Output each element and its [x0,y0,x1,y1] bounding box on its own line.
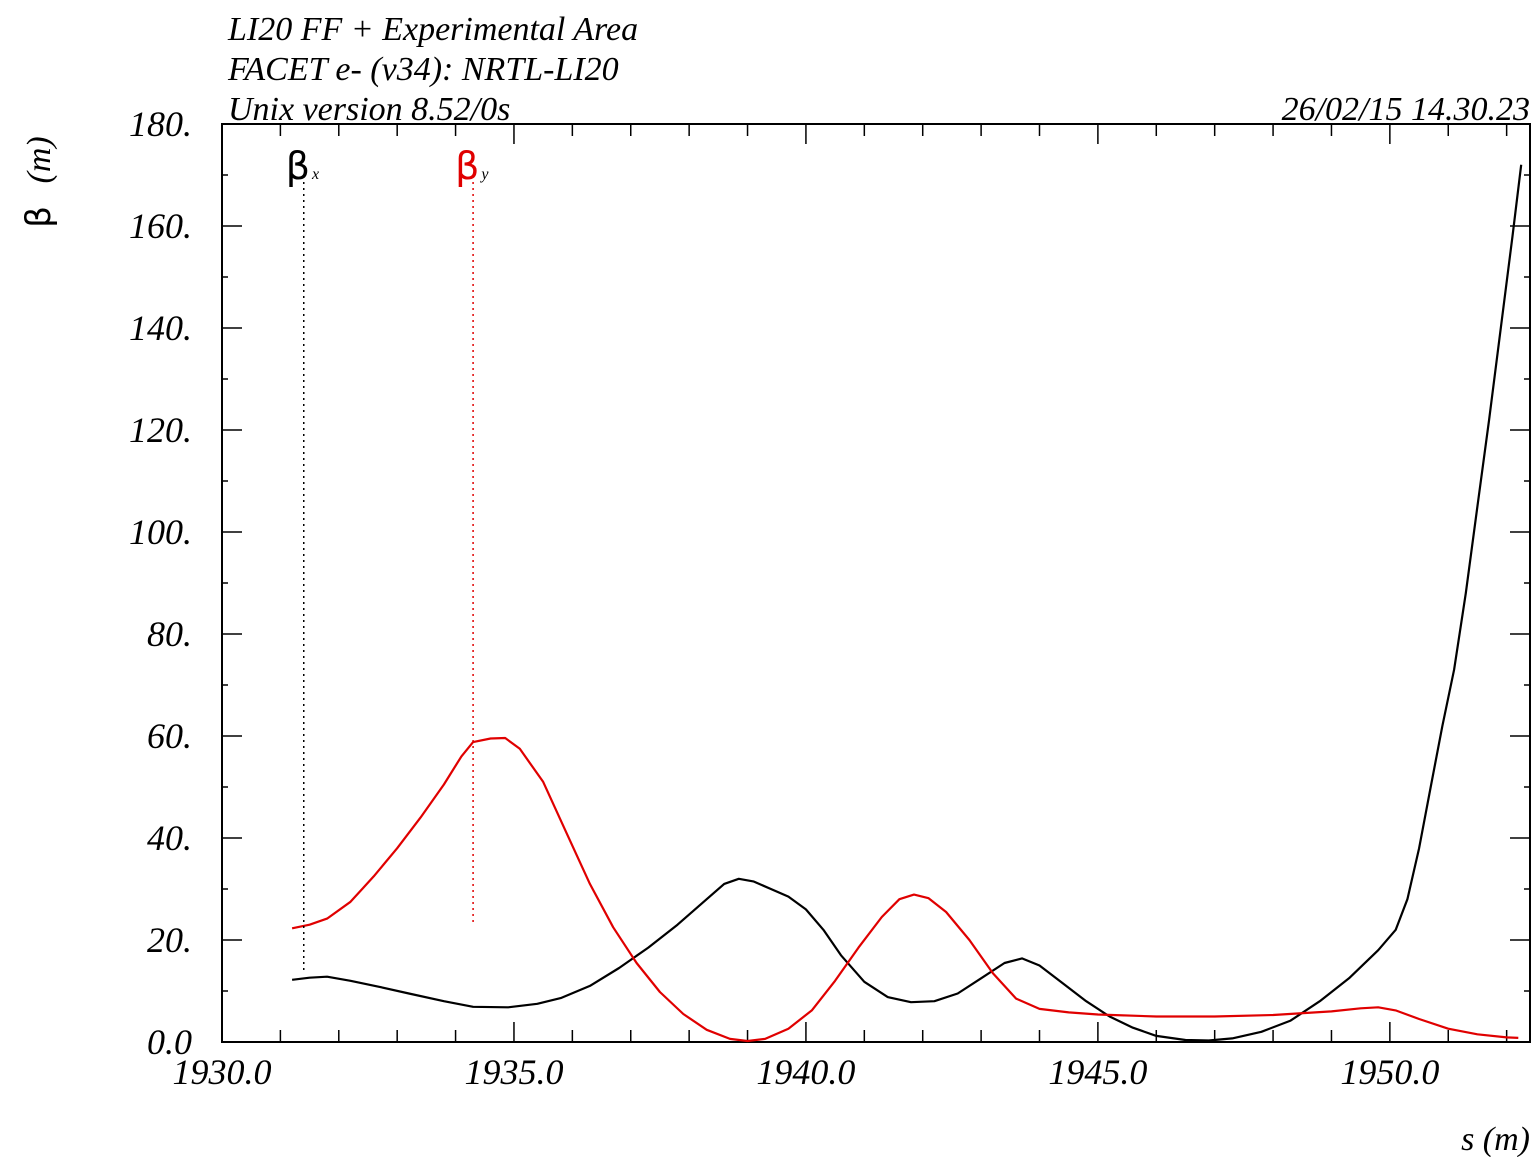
plot-frame [221,123,1531,1043]
x-tick-label: 1930.0 [173,1052,272,1092]
x-axis-label: s (m) [1461,1121,1530,1157]
header-version: Unix version 8.52/0s [228,91,510,128]
header-subtitle: FACET e- (v34): NRTL-LI20 [227,51,619,88]
y-tick-label: 80. [147,614,192,654]
header-timestamp: 26/02/15 14.30.23 [1282,91,1530,128]
y-tick-label: 20. [147,920,192,960]
legend-symbol: β [455,144,479,188]
x-tick-label: 1935.0 [464,1052,563,1092]
axis-ticks [221,123,1530,1043]
x-tick-label: 1950.0 [1340,1052,1439,1092]
axis-tick-labels: 1930.0 1935.0 1940.0 1945.0 1950.0 0.0 20. 40. 6… [129,104,1439,1092]
y-tick-label: 160. [129,206,192,246]
legend-subscript: x [311,166,319,183]
plot-border [221,123,1531,1043]
y-tick-label: 140. [129,308,192,348]
y-tick-label: 60. [147,716,192,756]
legend-symbol: β [286,144,310,188]
y-tick-label: 120. [129,410,192,450]
header-title: LI20 FF + Experimental Area [227,11,638,48]
x-tick-label: 1940.0 [756,1052,855,1092]
legend-subscript: y [479,166,489,183]
series-line-y [291,736,1519,1043]
svg-text:β (m): β (m) [19,136,59,227]
y-tick-label: 100. [129,512,192,552]
series-layer [291,164,1523,1043]
x-tick-label: 1945.0 [1048,1052,1147,1092]
y-axis-label-unit: (m) [21,136,58,183]
series-line-x [291,164,1523,1042]
y-axis-label: β (m) [19,136,59,227]
y-tick-label: 180. [129,104,192,144]
y-axis-label-symbol: β [19,206,59,228]
y-tick-label: 40. [147,818,192,858]
y-tick-label: 0.0 [147,1022,192,1062]
